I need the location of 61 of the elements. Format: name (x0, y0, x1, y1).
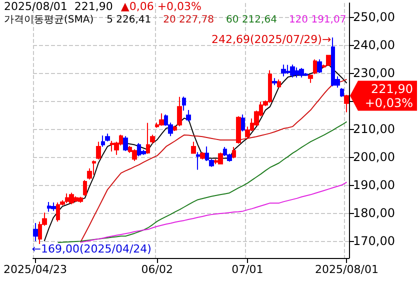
candlestick (308, 74, 313, 84)
text: 60 212,64 (226, 14, 277, 26)
y-tick-label: 180,00 (353, 206, 395, 220)
y-tick-label: 210,00 (353, 122, 395, 136)
x-tick-label: 2025/08/01 (315, 263, 378, 276)
candlestick (150, 134, 155, 144)
candlestick (200, 152, 205, 160)
y-tick-label: 230,00 (353, 66, 395, 80)
candlestick (105, 133, 110, 142)
candlestick (218, 152, 223, 165)
candlestick (186, 110, 191, 122)
candlestick (290, 64, 295, 78)
candlestick (159, 112, 164, 126)
candlestick (326, 54, 331, 67)
candlestick (56, 202, 60, 222)
candlestick (101, 135, 105, 148)
y-tick-label: 240,00 (353, 38, 395, 52)
line-series (80, 182, 348, 243)
annotation: 242,69(2025/07/29)→ (211, 32, 332, 46)
chart-title: 2025/08/01 221,90 (4, 0, 113, 13)
candlestick (51, 202, 56, 212)
y-tick-label: 170,00 (353, 234, 395, 248)
candlestick (69, 192, 74, 205)
candlestick (232, 146, 236, 159)
x-tick-label: 2025/04/23 (4, 263, 67, 276)
text: 120 191,07 (288, 14, 346, 26)
candlestick (173, 125, 177, 132)
candlestick (277, 79, 281, 88)
y-tick-label: 200,00 (353, 150, 395, 164)
text: 221,90 +0,03% (364, 82, 413, 110)
x-tick-label: 07/01 (232, 263, 264, 276)
y-tick-label: 190,00 (353, 178, 395, 192)
line-series (57, 121, 348, 244)
candlestick (83, 180, 87, 196)
candlestick (182, 96, 186, 112)
text: 20 227,78 (163, 14, 214, 26)
annotation: ←169,00(2025/04/24) (32, 242, 152, 256)
candlestick (33, 222, 38, 242)
y-tick-label: 250,00 (353, 10, 395, 24)
candlestick (272, 78, 277, 86)
candlestick (191, 141, 196, 154)
candlestick (177, 96, 182, 127)
candlestick (146, 122, 150, 154)
line-series (80, 78, 348, 243)
candlestick (236, 116, 241, 144)
candlestick (123, 136, 128, 152)
text: 5 226,41 (106, 14, 152, 26)
candlestick (96, 141, 101, 160)
x-tick-label: 06/02 (141, 263, 173, 276)
legend-title: 가격이동평균(SMA) (4, 14, 94, 26)
candlestick (299, 68, 304, 78)
candlestick (132, 148, 137, 162)
candlestick (322, 64, 326, 69)
candlestick (340, 88, 344, 98)
candlestick (313, 58, 317, 75)
chart-subtitle: ▲0,06 +0,03% (120, 0, 202, 13)
candlestick (281, 64, 286, 77)
candlestick (78, 196, 83, 204)
candlestick (241, 114, 245, 132)
candlestick (196, 152, 200, 170)
candlestick (317, 58, 322, 74)
